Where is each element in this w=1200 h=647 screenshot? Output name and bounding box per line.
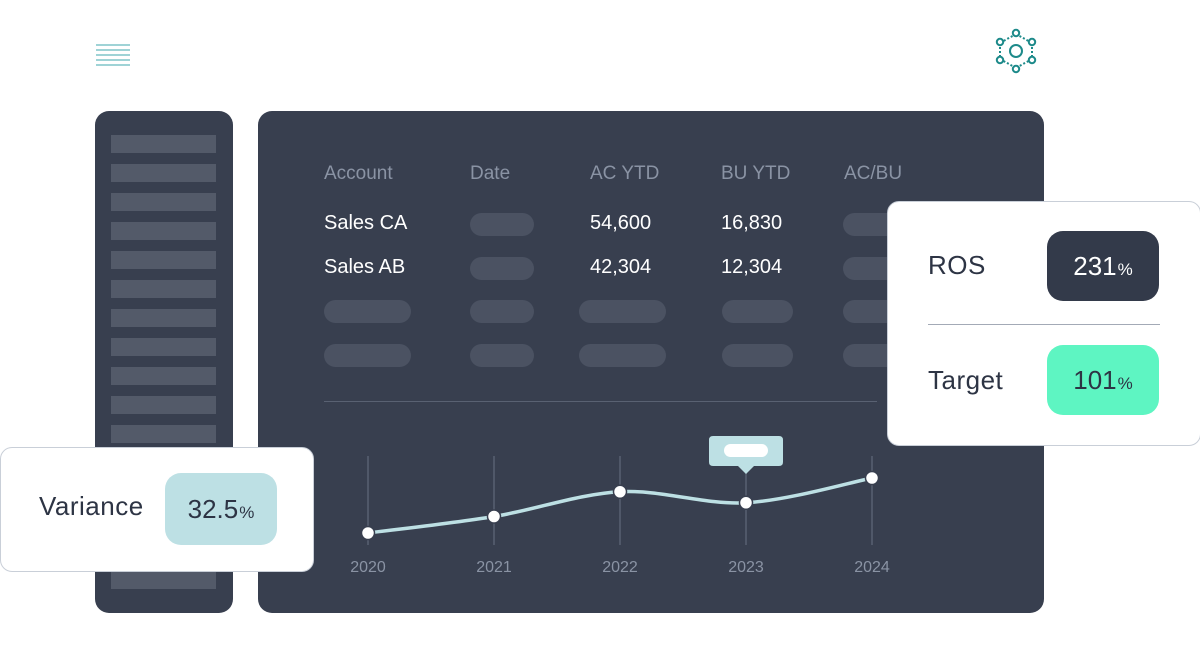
variance-label: Variance xyxy=(39,491,144,521)
chart-tooltip-placeholder xyxy=(724,444,768,457)
ros-value: 231 xyxy=(1073,251,1117,281)
variance-unit: % xyxy=(239,503,255,522)
column-header-bu-ytd: BU YTD xyxy=(721,163,791,184)
chart-point[interactable] xyxy=(486,509,502,524)
variance-value: 32.5 xyxy=(187,494,239,524)
chart-point[interactable] xyxy=(864,470,880,486)
sidebar-item[interactable] xyxy=(111,571,216,589)
skeleton-cell xyxy=(324,300,411,323)
cell-ac-ytd: 54,600 xyxy=(590,212,652,234)
ros-unit: % xyxy=(1117,260,1133,279)
chart-x-tick-label: 2021 xyxy=(476,559,512,576)
sidebar-item[interactable] xyxy=(111,193,216,211)
skeleton-cell xyxy=(579,300,666,323)
cell-ac-ytd: 42,304 xyxy=(590,256,652,278)
sidebar-item[interactable] xyxy=(111,396,216,414)
sidebar-item[interactable] xyxy=(111,367,216,385)
sidebar-item[interactable] xyxy=(111,280,216,298)
column-header-ac-bu: AC/BU xyxy=(844,163,903,184)
target-value: 101 xyxy=(1073,365,1117,395)
chart-x-tick-label: 2023 xyxy=(728,559,764,576)
skeleton-cell xyxy=(470,300,534,323)
variance-value-badge: 32.5% xyxy=(165,473,277,545)
skeleton-cell xyxy=(470,344,534,367)
cell-account: Sales AB xyxy=(324,256,406,278)
cell-bu-ytd: 12,304 xyxy=(721,256,783,278)
sidebar-item[interactable] xyxy=(111,222,216,240)
sidebar-item[interactable] xyxy=(111,135,216,153)
column-header-ac-ytd: AC YTD xyxy=(590,163,660,184)
sidebar-item[interactable] xyxy=(111,338,216,356)
chart-point[interactable] xyxy=(360,525,376,541)
table-divider xyxy=(324,401,877,402)
chart-x-tick-label: 2022 xyxy=(602,559,638,576)
sidebar-item[interactable] xyxy=(111,425,216,443)
target-value-badge: 101% xyxy=(1047,345,1159,415)
card-divider xyxy=(928,324,1160,325)
cell-placeholder xyxy=(470,213,534,236)
ros-value-badge: 231% xyxy=(1047,231,1159,301)
network-hub-icon[interactable] xyxy=(994,28,1038,74)
sidebar-item[interactable] xyxy=(111,251,216,269)
skeleton-cell xyxy=(722,300,793,323)
variance-card: Variance 32.5% xyxy=(0,447,314,572)
column-header-account: Account xyxy=(324,163,393,184)
cell-bu-ytd: 16,830 xyxy=(721,212,783,234)
hamburger-menu-icon[interactable] xyxy=(96,42,130,68)
cell-placeholder xyxy=(470,257,534,280)
chart-x-tick-label: 2024 xyxy=(854,559,890,576)
chart-x-tick-label: 2020 xyxy=(350,559,386,576)
ros-label: ROS xyxy=(928,250,986,280)
chart-point[interactable] xyxy=(738,495,754,510)
sidebar-item[interactable] xyxy=(111,164,216,182)
skeleton-cell xyxy=(324,344,411,367)
target-label: Target xyxy=(928,365,1004,395)
skeleton-cell xyxy=(722,344,793,367)
chart-point[interactable] xyxy=(612,484,628,499)
cell-account: Sales CA xyxy=(324,212,408,234)
target-unit: % xyxy=(1117,374,1133,393)
sidebar-item[interactable] xyxy=(111,309,216,327)
line-chart: 2020 2021 2022 2023 2024 xyxy=(350,436,890,576)
column-header-date: Date xyxy=(470,163,511,184)
skeleton-cell xyxy=(579,344,666,367)
ros-target-card: ROS 231% Target 101% xyxy=(887,201,1200,446)
